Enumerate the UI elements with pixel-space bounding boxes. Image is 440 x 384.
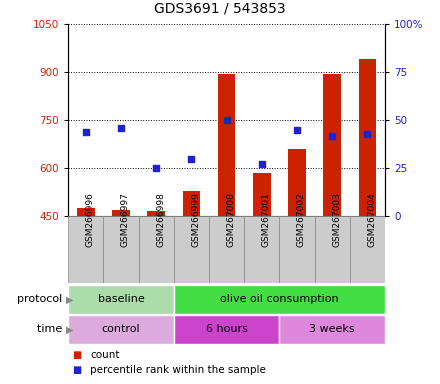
Text: olive oil consumption: olive oil consumption [220,294,339,305]
Text: GDS3691 / 543853: GDS3691 / 543853 [154,2,286,16]
Text: 3 weeks: 3 weeks [309,324,355,334]
FancyBboxPatch shape [209,216,244,283]
Bar [77,208,95,216]
FancyBboxPatch shape [279,315,385,344]
Text: GSM267002: GSM267002 [297,192,306,247]
Text: GSM267000: GSM267000 [227,192,235,247]
Text: ■: ■ [73,366,82,376]
Text: GSM267001: GSM267001 [262,192,271,247]
Text: GSM266996: GSM266996 [86,192,95,247]
Bar [183,190,200,216]
Text: GSM267003: GSM267003 [332,192,341,247]
Text: GSM266998: GSM266998 [156,192,165,247]
Text: GSM266999: GSM266999 [191,192,200,247]
Text: count: count [90,350,120,360]
Point [117,125,125,131]
FancyBboxPatch shape [350,216,385,283]
Text: time: time [37,324,66,334]
Text: ■: ■ [73,350,82,360]
FancyBboxPatch shape [174,285,385,314]
Bar [112,210,130,216]
Text: ▶: ▶ [66,324,73,334]
FancyBboxPatch shape [315,216,350,283]
Text: ▶: ▶ [66,294,73,305]
FancyBboxPatch shape [174,315,279,344]
Bar [147,211,165,216]
Bar [323,74,341,216]
FancyBboxPatch shape [244,216,279,283]
Point [223,117,230,123]
Bar [359,60,376,216]
FancyBboxPatch shape [174,216,209,283]
Point [293,127,301,133]
Bar [253,173,271,216]
Text: control: control [102,324,140,334]
FancyBboxPatch shape [68,315,174,344]
Text: 6 hours: 6 hours [205,324,248,334]
Text: percentile rank within the sample: percentile rank within the sample [90,366,266,376]
Text: GSM267004: GSM267004 [367,192,376,247]
Point [153,165,160,171]
Point [258,161,265,167]
Point [329,132,336,139]
FancyBboxPatch shape [68,216,103,283]
FancyBboxPatch shape [103,216,139,283]
Point [82,129,89,135]
FancyBboxPatch shape [68,285,174,314]
FancyBboxPatch shape [279,216,315,283]
Point [364,131,371,137]
Bar [288,149,306,216]
Text: protocol: protocol [17,294,66,305]
Text: GSM266997: GSM266997 [121,192,130,247]
Text: baseline: baseline [98,294,144,305]
FancyBboxPatch shape [139,216,174,283]
Point [188,156,195,162]
Bar [218,74,235,216]
